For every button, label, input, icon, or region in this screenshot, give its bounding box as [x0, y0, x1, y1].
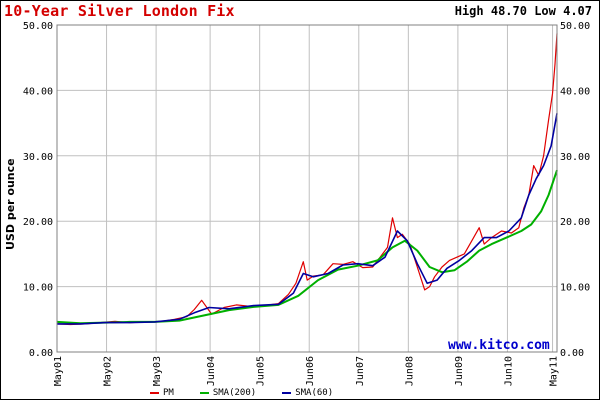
chart-title: 10-Year Silver London Fix	[4, 2, 235, 20]
y-tick-label-right: 10.00	[560, 283, 590, 294]
x-tick-label: Jun04	[206, 356, 217, 386]
x-tick-label: Jun05	[256, 356, 267, 386]
y-tick-label-left: 50.00	[23, 21, 53, 32]
x-tick-label: Jun09	[454, 356, 465, 386]
series-line-sma200	[56, 169, 558, 325]
y-tick-label-right: 0.00	[560, 348, 584, 359]
y-tick-label-left: 0.00	[29, 348, 53, 359]
legend-swatch-sma200	[199, 392, 209, 394]
kitco-watermark: www.kitco.com	[448, 338, 550, 353]
y-tick-label-right: 50.00	[560, 21, 590, 32]
plot-area	[56, 24, 558, 353]
legend-swatch-pm	[150, 392, 159, 394]
y-tick-label-right: 30.00	[560, 152, 590, 163]
legend-label-pm: PM	[163, 388, 174, 398]
legend-item-sma200: SMA(200)	[199, 388, 257, 398]
x-tick-label: Jun07	[355, 356, 366, 386]
legend-swatch-sma60	[282, 392, 292, 394]
high-low-readout: High 48.70 Low 4.07	[454, 4, 592, 18]
x-tick-label: May11	[549, 356, 560, 386]
y-tick-label-left: 10.00	[23, 283, 53, 294]
legend-label-sma200: SMA(200)	[212, 388, 257, 398]
legend-label-sma60: SMA(60)	[295, 388, 334, 398]
x-tick-label: May03	[152, 356, 163, 386]
series-line-sma60	[57, 113, 558, 325]
x-tick-label: Jun10	[503, 356, 514, 386]
x-tick-label: May02	[103, 356, 114, 386]
chart-legend: PM SMA(200) SMA(60)	[150, 386, 333, 400]
y-tick-label-left: 30.00	[23, 152, 53, 163]
y-tick-label-left: 20.00	[23, 217, 53, 228]
x-tick-label: Jun06	[305, 356, 316, 386]
y-tick-label-right: 40.00	[560, 86, 590, 97]
x-tick-label: May01	[53, 356, 64, 386]
legend-item-pm: PM	[150, 388, 174, 398]
y-tick-label-left: 40.00	[23, 86, 53, 97]
legend-item-sma60: SMA(60)	[282, 388, 333, 398]
x-tick-label: Jun08	[404, 356, 415, 386]
y-tick-label-right: 20.00	[560, 217, 590, 228]
plot-border	[56, 24, 558, 353]
